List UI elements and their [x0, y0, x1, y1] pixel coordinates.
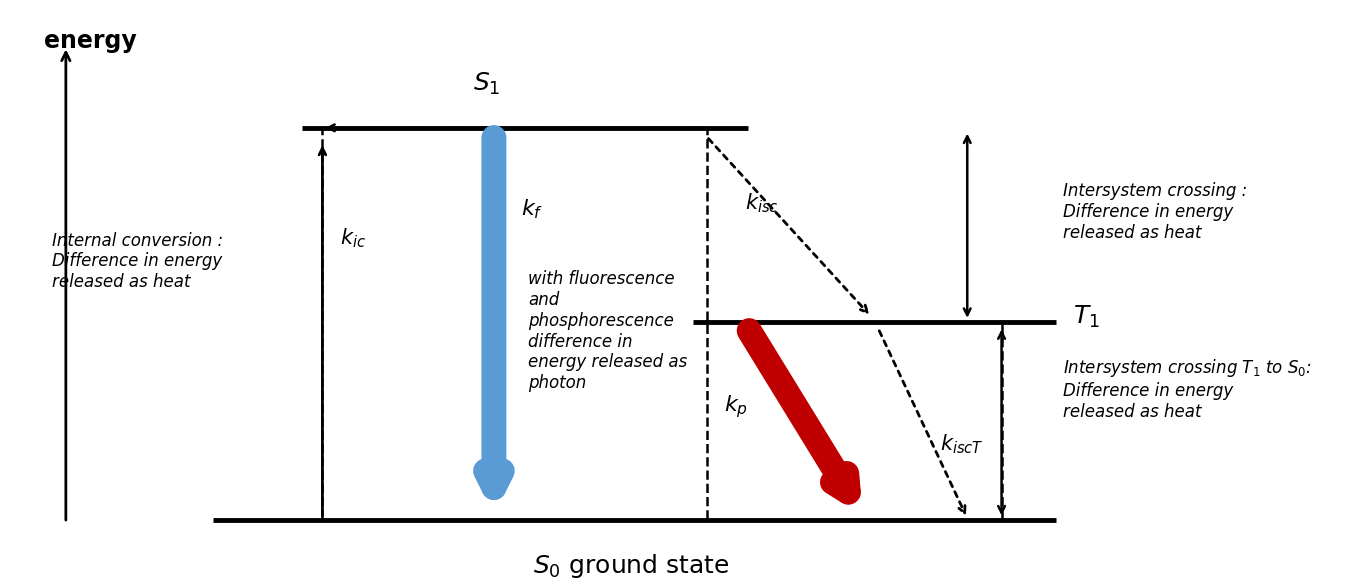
Text: Internal conversion :
Difference in energy
released as heat: Internal conversion : Difference in ener… [52, 232, 224, 291]
Text: $k_{ic}$: $k_{ic}$ [340, 227, 366, 250]
Text: $k_{iscT}$: $k_{iscT}$ [940, 433, 984, 456]
Text: $T_1$: $T_1$ [1073, 303, 1100, 330]
Text: Intersystem crossing $T_1$ to $S_0$:
Difference in energy
released as heat: Intersystem crossing $T_1$ to $S_0$: Dif… [1063, 357, 1312, 421]
Text: with fluorescence
and
phosphorescence
difference in
energy released as
photon: with fluorescence and phosphorescence di… [528, 270, 687, 392]
Text: $S_1$: $S_1$ [473, 71, 501, 98]
Text: $k_{isc}$: $k_{isc}$ [745, 192, 778, 215]
Text: $k_f$: $k_f$ [521, 198, 543, 221]
Text: energy: energy [44, 28, 137, 53]
Text: Intersystem crossing :
Difference in energy
released as heat: Intersystem crossing : Difference in ene… [1063, 182, 1247, 242]
Text: $k_p$: $k_p$ [724, 393, 749, 420]
Text: $S_0$ ground state: $S_0$ ground state [532, 553, 730, 580]
